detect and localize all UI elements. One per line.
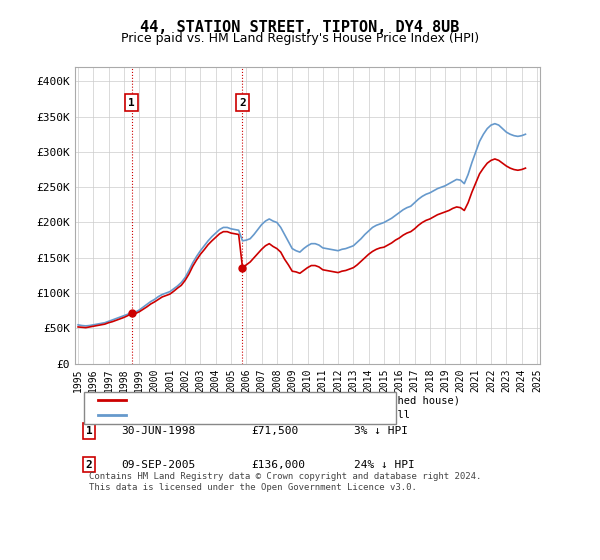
Text: 44, STATION STREET, TIPTON, DY4 8UB: 44, STATION STREET, TIPTON, DY4 8UB [140, 20, 460, 35]
FancyBboxPatch shape [84, 392, 396, 424]
Text: 44, STATION STREET, TIPTON, DY4 8UB (detached house): 44, STATION STREET, TIPTON, DY4 8UB (det… [136, 395, 460, 405]
Text: Contains HM Land Registry data © Crown copyright and database right 2024.
This d: Contains HM Land Registry data © Crown c… [89, 472, 481, 492]
Text: 2: 2 [239, 98, 246, 108]
Text: 3% ↓ HPI: 3% ↓ HPI [354, 426, 408, 436]
Text: 09-SEP-2005: 09-SEP-2005 [121, 460, 196, 470]
Text: 1: 1 [86, 426, 92, 436]
Text: 1: 1 [128, 98, 135, 108]
Text: HPI: Average price, detached house, Sandwell: HPI: Average price, detached house, Sand… [136, 410, 410, 420]
Text: 2: 2 [86, 460, 92, 470]
Text: 24% ↓ HPI: 24% ↓ HPI [354, 460, 415, 470]
Text: £136,000: £136,000 [252, 460, 306, 470]
Text: Price paid vs. HM Land Registry's House Price Index (HPI): Price paid vs. HM Land Registry's House … [121, 32, 479, 45]
Text: 30-JUN-1998: 30-JUN-1998 [121, 426, 196, 436]
Text: £71,500: £71,500 [252, 426, 299, 436]
